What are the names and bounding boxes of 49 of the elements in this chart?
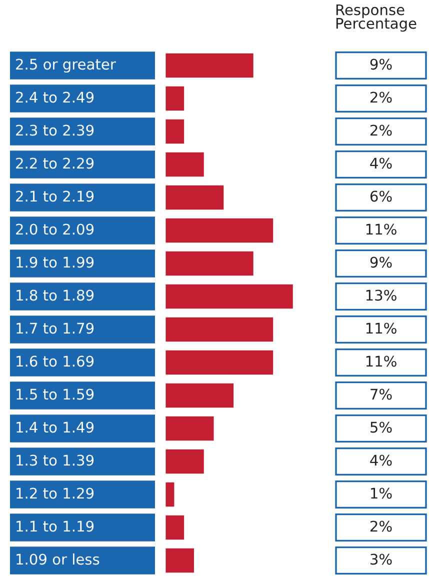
data-label: 2% bbox=[370, 520, 392, 532]
data-label: 13% bbox=[366, 290, 396, 301]
y-tick-label: 1.1 to 1.19 bbox=[16, 520, 94, 532]
y-tick-label: 2.2 to 2.29 bbox=[16, 158, 94, 169]
data-label: 1% bbox=[371, 488, 392, 499]
data-label: 3% bbox=[370, 554, 392, 565]
data-label: 4% bbox=[370, 158, 392, 169]
y-tick-label: 1.5 to 1.59 bbox=[16, 388, 94, 400]
data-label: 2% bbox=[370, 124, 392, 136]
bar bbox=[165, 216, 274, 244]
y-tick-label: 2.1 to 2.19 bbox=[16, 190, 94, 202]
data-label: 11% bbox=[366, 224, 396, 235]
y-tick-label: 1.6 to 1.69 bbox=[16, 356, 94, 367]
data-label: 5% bbox=[370, 422, 392, 433]
bar bbox=[165, 118, 186, 146]
data-label: 9% bbox=[370, 58, 392, 70]
bar bbox=[165, 514, 186, 542]
y-tick-label: 1.8 to 1.89 bbox=[16, 290, 94, 301]
data-label: 9% bbox=[370, 256, 392, 268]
bar bbox=[165, 382, 235, 410]
bar bbox=[165, 448, 206, 476]
bar bbox=[165, 546, 196, 574]
y-tick-label: 1.4 to 1.49 bbox=[16, 422, 94, 433]
data-label: 11% bbox=[366, 322, 396, 334]
bar bbox=[165, 250, 255, 278]
y-tick-label: 2.3 to 2.39 bbox=[16, 124, 94, 136]
y-tick-label: 1.3 to 1.39 bbox=[16, 454, 94, 466]
data-label: 11% bbox=[366, 356, 396, 367]
bar bbox=[165, 52, 255, 80]
data-label: 6% bbox=[370, 190, 392, 202]
bar bbox=[165, 348, 274, 376]
data-label: 4% bbox=[370, 454, 392, 466]
bar bbox=[165, 84, 186, 112]
data-label: 7% bbox=[370, 388, 392, 400]
data-label: 2% bbox=[370, 92, 392, 103]
bar bbox=[165, 184, 226, 212]
bar bbox=[165, 150, 206, 178]
bar bbox=[165, 414, 216, 442]
bar bbox=[165, 480, 176, 508]
y-tick-label: 1.09 or less bbox=[16, 553, 100, 565]
bar bbox=[165, 282, 294, 310]
bar bbox=[165, 316, 274, 344]
text: Response Percentage bbox=[336, 4, 416, 32]
y-tick-label: 2.5 or greater bbox=[16, 58, 116, 73]
y-tick-label: 1.9 to 1.99 bbox=[16, 256, 94, 268]
y-tick-label: 2.0 to 2.09 bbox=[16, 224, 94, 235]
y-tick-label: 1.7 to 1.79 bbox=[16, 322, 94, 334]
y-tick-label: 1.2 to 1.29 bbox=[16, 488, 94, 499]
y-tick-label: 2.4 to 2.49 bbox=[16, 92, 94, 103]
